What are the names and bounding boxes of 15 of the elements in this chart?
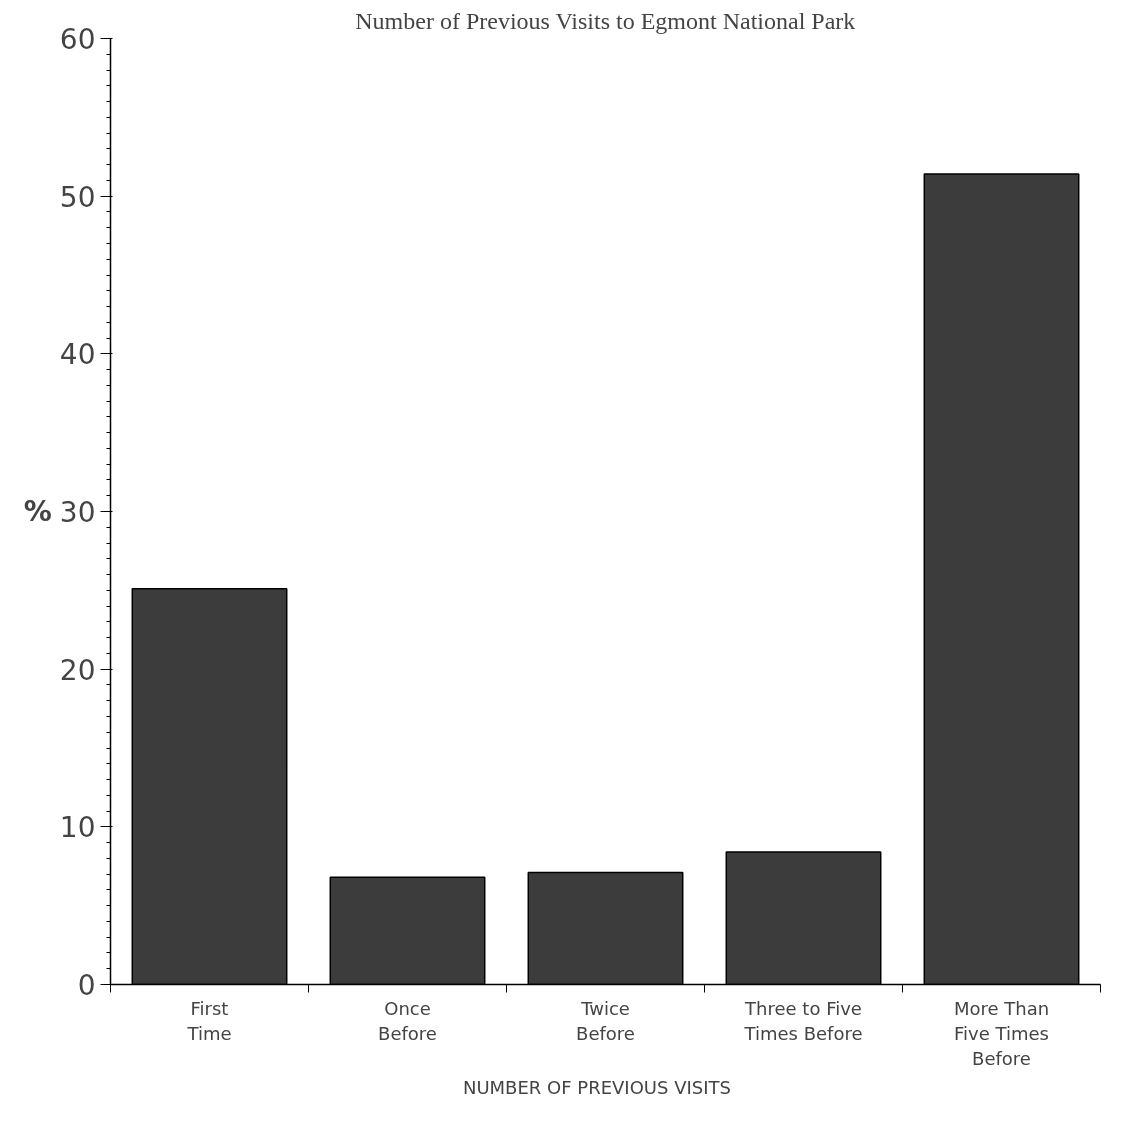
y-tick-label: 20 [59,653,96,687]
y-tick-label: 50 [59,180,96,214]
y-tick-label: 10 [59,811,96,845]
x-tick-label: Twice Before [576,997,635,1044]
y-tick-label: 40 [59,338,96,372]
x-tick-label: More Than Five Times Before [953,997,1050,1069]
x-tick-label: Three to Five Times Before [743,997,863,1044]
chart-title: Number of Previous Visits to Egmont National Park [355,7,856,34]
x-axis-title: NUMBER OF PREVIOUS VISITS [462,1076,731,1098]
y-tick-label: 60 [59,23,96,56]
x-tick-label: First Time [186,997,232,1044]
x-tick-label: Once Before [378,997,437,1044]
y-axis-title: % [23,495,52,528]
y-tick-label: 30 [59,496,96,529]
y-tick-label: 0 [77,969,96,1002]
